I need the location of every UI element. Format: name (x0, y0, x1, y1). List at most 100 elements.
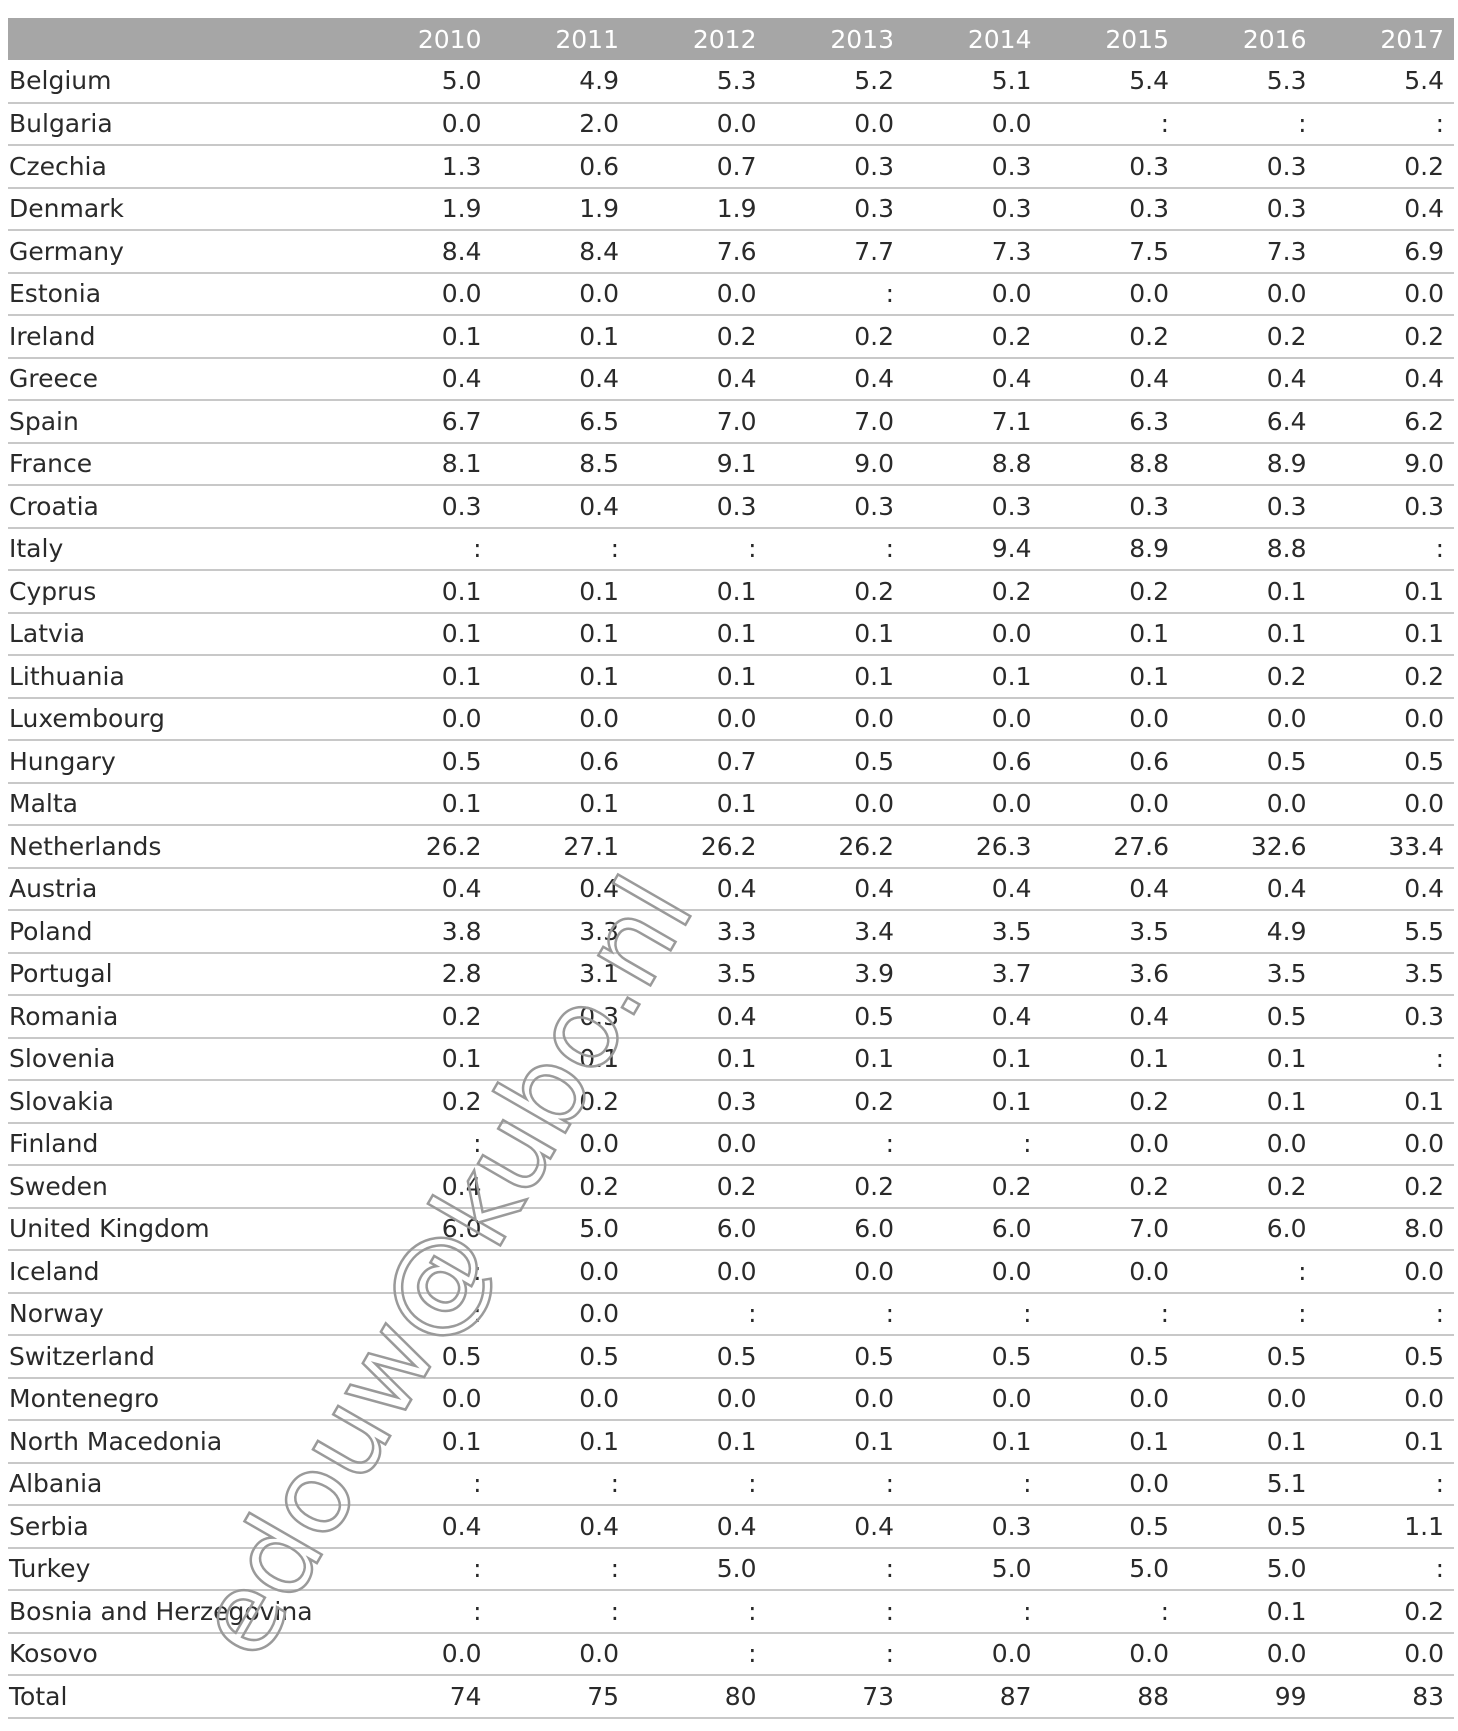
country-label: Sweden (8, 1165, 354, 1209)
value-cell: 0.4 (766, 357, 904, 401)
country-label: Estonia (8, 272, 354, 316)
data-table: 2010 2011 2012 2013 2014 2015 2016 2017 Belgium… (8, 18, 1454, 1719)
value-cell: 0.0 (1316, 1250, 1454, 1294)
value-cell: 0.0 (1316, 697, 1454, 741)
year-header: 2014 (904, 18, 1042, 60)
value-cell: : (354, 1292, 492, 1336)
value-cell: : (766, 1632, 904, 1676)
value-cell: : (354, 1462, 492, 1506)
value-cell: 9.0 (1316, 442, 1454, 486)
value-cell: 0.0 (629, 1250, 767, 1294)
value-cell: 0.0 (1179, 697, 1317, 741)
value-cell: 0.1 (491, 612, 629, 656)
value-cell: 9.1 (629, 442, 767, 486)
value-cell: 0.6 (904, 740, 1042, 784)
table-row: Norway:0.0:::::: (8, 1292, 1454, 1336)
table-row: Croatia 0.3 0.4 0.3 0.3 0.3 0.3 0.3 0.3 (8, 485, 1454, 529)
value-cell: 0.0 (1316, 1377, 1454, 1421)
value-cell: 8.8 (1041, 442, 1179, 486)
value-cell: 3.8 (354, 910, 492, 954)
country-label: Bulgaria (8, 102, 354, 146)
value-cell: 26.2 (629, 825, 767, 869)
value-cell: 6.0 (904, 1207, 1042, 1251)
table-row: Switzerland 0.5 0.5 0.5 0.5 0.5 0.5 0.5 0.5 (8, 1335, 1454, 1379)
value-cell: 0.3 (491, 995, 629, 1039)
country-label: Spain (8, 400, 354, 444)
value-cell: : (629, 1590, 767, 1634)
country-label: United Kingdom (8, 1207, 354, 1251)
value-cell: 7.0 (1041, 1207, 1179, 1251)
table-row: Greece 0.4 0.4 0.4 0.4 0.4 0.4 0.4 0.4 (8, 357, 1454, 401)
value-cell: 5.0 (629, 1547, 767, 1591)
value-cell: : (491, 1462, 629, 1506)
country-label: Ireland (8, 315, 354, 359)
table-row: Belgium 5.0 4.9 5.3 5.2 5.1 5.4 5.3 5.4 (8, 60, 1454, 104)
value-cell: 0.0 (1041, 1377, 1179, 1421)
value-cell: 8.5 (491, 442, 629, 486)
value-cell: 0.6 (1041, 740, 1179, 784)
country-label: Hungary (8, 740, 354, 784)
value-cell: 0.4 (904, 357, 1042, 401)
value-cell: 0.4 (491, 1505, 629, 1549)
table-row: Netherlands 26.2 27.1 26.2 26.2 26.3 27.6 32.6 3… (8, 825, 1454, 869)
value-cell: 0.0 (1041, 782, 1179, 826)
value-cell: : (766, 272, 904, 316)
table-row: Luxembourg 0.0 0.0 0.0 0.0 0.0 0.0 0.0 0.0 (8, 697, 1454, 741)
country-label: Czechia (8, 145, 354, 189)
value-cell: 0.1 (1179, 1590, 1317, 1634)
table-row: Austria 0.4 0.4 0.4 0.4 0.4 0.4 0.4 0.4 (8, 867, 1454, 911)
value-cell: : (1041, 1292, 1179, 1336)
value-cell: 0.4 (1179, 867, 1317, 911)
value-cell: 0.2 (1316, 315, 1454, 359)
value-cell: 0.4 (904, 867, 1042, 911)
table-row: Bulgaria 0.0 2.0 0.0 0.0 0.0::: (8, 102, 1454, 146)
value-cell: 3.7 (904, 952, 1042, 996)
table-row: Montenegro 0.0 0.0 0.0 0.0 0.0 0.0 0.0 0.0 (8, 1377, 1454, 1421)
value-cell: : (629, 1462, 767, 1506)
value-cell: : (1179, 1292, 1317, 1336)
year-header: 2011 (491, 18, 629, 60)
value-cell: 0.4 (1316, 357, 1454, 401)
value-cell: 0.2 (1316, 1165, 1454, 1209)
value-cell: 6.0 (629, 1207, 767, 1251)
value-cell: 5.5 (1316, 910, 1454, 954)
value-cell: 0.1 (1179, 612, 1317, 656)
value-cell: 0.4 (629, 1505, 767, 1549)
value-cell: 3.5 (1041, 910, 1179, 954)
value-cell: 0.5 (1179, 740, 1317, 784)
value-cell: 0.5 (1179, 1505, 1317, 1549)
value-cell: : (491, 1547, 629, 1591)
value-cell: 6.0 (354, 1207, 492, 1251)
country-label: Lithuania (8, 655, 354, 699)
value-cell: 0.1 (904, 1037, 1042, 1081)
value-cell: 0.1 (1316, 1420, 1454, 1464)
value-cell: 0.2 (904, 570, 1042, 614)
value-cell: 3.9 (766, 952, 904, 996)
value-cell: 0.4 (491, 485, 629, 529)
value-cell: 5.0 (354, 60, 492, 104)
value-cell: : (766, 1292, 904, 1336)
value-cell: 3.1 (491, 952, 629, 996)
value-cell: 0.4 (354, 357, 492, 401)
value-cell: 0.1 (1179, 570, 1317, 614)
value-cell: 0.1 (354, 315, 492, 359)
country-label: Albania (8, 1462, 354, 1506)
value-cell: 0.3 (1179, 187, 1317, 231)
value-cell: 0.3 (1041, 145, 1179, 189)
value-cell: : (1316, 1462, 1454, 1506)
value-cell: 6.5 (491, 400, 629, 444)
value-cell: 0.3 (1316, 485, 1454, 529)
value-cell: : (629, 527, 767, 571)
value-cell: 8.9 (1179, 442, 1317, 486)
value-cell: 5.1 (1179, 1462, 1317, 1506)
value-cell: 0.4 (766, 1505, 904, 1549)
value-cell: : (1316, 1037, 1454, 1081)
value-cell: 0.2 (1179, 315, 1317, 359)
value-cell: 0.1 (491, 315, 629, 359)
value-cell: 0.5 (354, 740, 492, 784)
table-row: Romania 0.2 0.3 0.4 0.5 0.4 0.4 0.5 0.3 (8, 995, 1454, 1039)
value-cell: 3.5 (629, 952, 767, 996)
country-label: Belgium (8, 60, 354, 104)
value-cell: 1.1 (1316, 1505, 1454, 1549)
table-row: Slovakia 0.2 0.2 0.3 0.2 0.1 0.2 0.1 0.1 (8, 1080, 1454, 1124)
